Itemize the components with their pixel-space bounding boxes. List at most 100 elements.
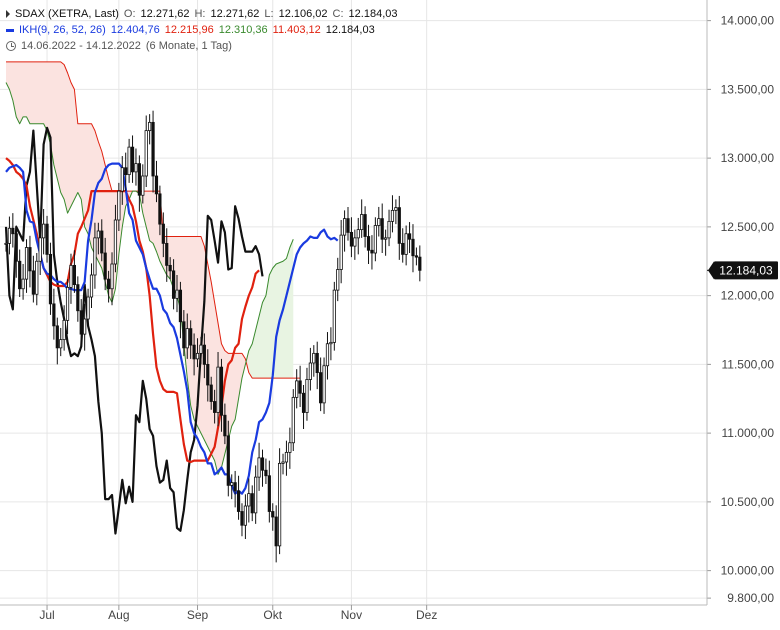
candle-body (380, 218, 384, 240)
candle-body (329, 341, 333, 345)
candle-body (62, 319, 66, 341)
candle-body (21, 278, 25, 290)
candle-body (168, 264, 172, 272)
candle-body (96, 230, 100, 239)
candle-body (141, 175, 145, 196)
candle-body (4, 242, 8, 245)
candle-body (353, 237, 357, 247)
candle-body (35, 260, 39, 295)
candle-body (360, 214, 364, 231)
grid (0, 0, 707, 605)
candle-body (366, 236, 371, 251)
candle-body (103, 252, 107, 280)
candle-body (230, 482, 234, 486)
close-value: 12.184,03 (348, 8, 398, 20)
x-tick-label: Aug (108, 608, 129, 622)
candle-body (113, 219, 118, 265)
candle-body (31, 270, 35, 295)
last-price-label: 12.184,03 (719, 263, 773, 277)
candle-body (346, 218, 350, 233)
candle-body (83, 318, 87, 335)
candle-body (387, 220, 391, 239)
candle-body (322, 365, 326, 404)
date-range[interactable]: 14.06.2022 - 14.12.2022 (21, 40, 141, 52)
candle-body (264, 469, 268, 477)
legend-row-ohlc: SDAX (XETRA, Last) O: 12.271,62 H: 12.27… (6, 6, 402, 22)
candle-body (295, 380, 299, 398)
low-label: L: (264, 8, 274, 20)
candle-body (243, 505, 247, 526)
candle-body (226, 435, 230, 486)
x-axis: Jul Aug Sep Okt Nov Dez (0, 604, 707, 622)
candle-body (233, 482, 237, 492)
collapse-arrow-icon[interactable] (6, 10, 10, 18)
candle-body (158, 193, 162, 225)
kijun-value: 12.215,96 (164, 24, 214, 36)
candle-body (223, 414, 227, 437)
candle-body (120, 167, 124, 192)
candle-body (401, 242, 405, 255)
candle-body (199, 344, 203, 354)
candle-body (339, 234, 343, 270)
candle-body (195, 352, 200, 360)
candle-body (151, 121, 155, 177)
candle-body (298, 380, 302, 394)
candle-body (185, 328, 189, 349)
x-tick-label: Nov (341, 608, 362, 622)
indicator-label[interactable]: IKH(9, 26, 52, 26) (19, 24, 106, 36)
candle-body (86, 296, 90, 320)
candle-body (397, 207, 401, 244)
candle-body (107, 278, 111, 290)
candle-body (250, 493, 254, 514)
candle-body (55, 325, 59, 349)
y-tick-label: 9.800,00 (727, 591, 774, 605)
symbol-label[interactable]: SDAX (XETRA, Last) (15, 8, 119, 20)
candle-body (175, 289, 179, 299)
candle-body (254, 476, 258, 514)
span-a-line (5, 82, 294, 475)
x-tick-label: Sep (187, 608, 209, 622)
last-price-marker: 12.184,03 (707, 261, 778, 280)
span-a-value: 12.310,36 (218, 24, 268, 36)
candle-body (315, 352, 319, 374)
candle-body (291, 396, 295, 444)
candle-body (356, 229, 360, 239)
candle-body (18, 260, 22, 290)
tenkan-value: 12.404,76 (110, 24, 160, 36)
legend-row-ikh: IKH(9, 26, 52, 26) 12.404,76 12.215,96 1… (6, 22, 402, 38)
candle-body (363, 214, 367, 237)
candle-body (301, 392, 306, 413)
candle-body (342, 218, 347, 236)
candle-body (414, 255, 419, 258)
chart-legend: SDAX (XETRA, Last) O: 12.271,62 H: 12.27… (6, 6, 402, 54)
x-tick-label: Okt (263, 608, 282, 622)
y-tick-label: 13.000,00 (721, 151, 775, 165)
candle-body (407, 233, 412, 240)
candle-body (390, 209, 395, 222)
candle-body (14, 233, 18, 262)
candle-body (384, 237, 388, 240)
candle-body (79, 310, 83, 335)
candle-body (171, 270, 176, 299)
candle-body (260, 457, 265, 471)
candle-body (267, 475, 271, 512)
candle-body (377, 218, 381, 226)
candle-body (124, 167, 128, 176)
y-tick-label: 12.500,00 (721, 220, 775, 234)
candle-body (216, 366, 220, 413)
y-tick-label: 10.500,00 (721, 495, 775, 509)
y-tick-label: 10.000,00 (721, 564, 775, 578)
candle-body (271, 511, 275, 518)
candle-body (336, 269, 340, 291)
candle-body (148, 121, 152, 132)
candle-body (89, 274, 94, 298)
candle-body (219, 366, 224, 416)
candle-body (48, 253, 53, 305)
candle-body (247, 493, 251, 507)
chikou-value: 12.184,03 (325, 24, 375, 36)
candle-body (418, 256, 422, 271)
candle-body (202, 344, 206, 365)
y-tick-label: 11.500,00 (722, 357, 775, 371)
